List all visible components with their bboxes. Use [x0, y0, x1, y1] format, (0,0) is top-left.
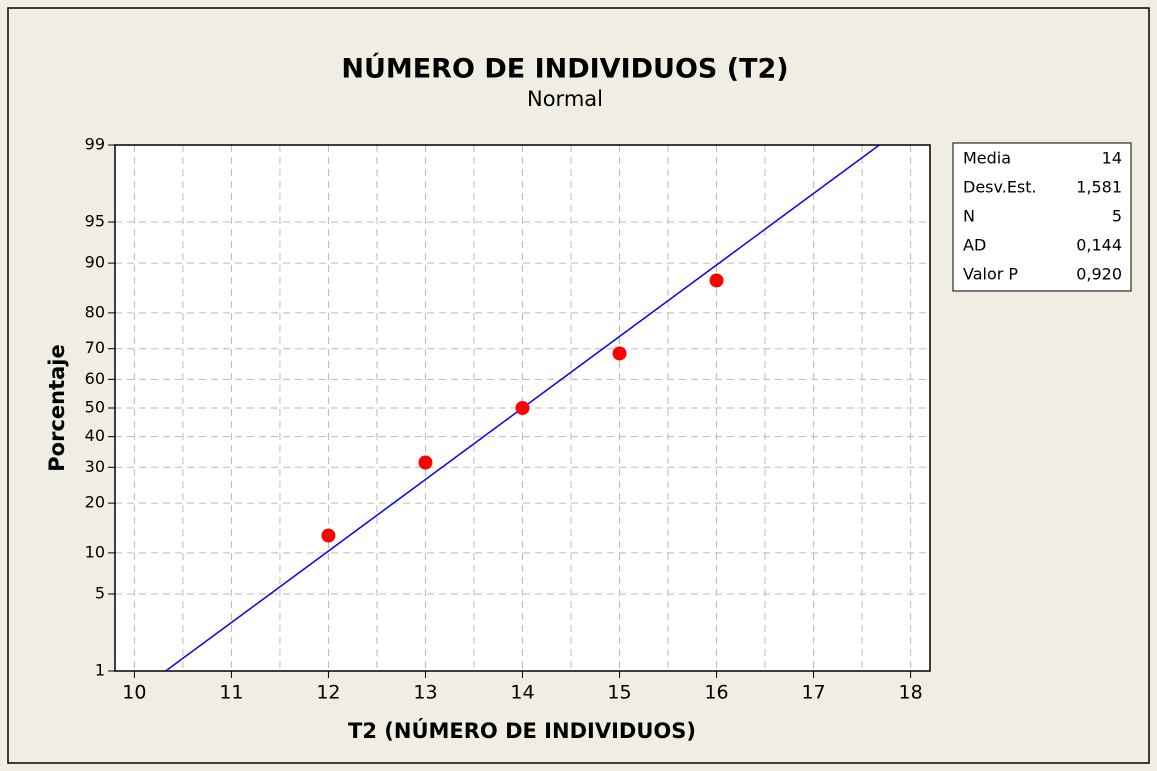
x-tick-label: 16 [704, 682, 728, 704]
chart-subtitle: Normal [527, 87, 603, 111]
y-tick-label: 20 [85, 493, 105, 512]
x-tick-label: 15 [607, 682, 631, 704]
stat-name: AD [963, 236, 986, 255]
x-tick-label: 17 [801, 682, 825, 704]
x-tick-label: 18 [899, 682, 923, 704]
point [321, 528, 336, 543]
y-tick-label: 10 [85, 542, 105, 561]
point [515, 401, 530, 415]
stat-name: Media [963, 149, 1011, 168]
stat-value: 0,920 [1076, 265, 1122, 284]
y-tick-label: 95 [85, 212, 105, 231]
y-tick-label: 80 [85, 302, 105, 321]
y-tick-label: 50 [85, 398, 105, 417]
x-tick-label: 11 [219, 682, 243, 704]
x-axis-label: T2 (NÚMERO DE INDIVIDUOS) [348, 718, 696, 743]
y-tick-label: 90 [85, 253, 105, 272]
point [709, 273, 724, 288]
y-tick-label: 30 [85, 457, 105, 476]
x-tick-label: 14 [510, 682, 534, 704]
stat-value: 14 [1102, 149, 1122, 168]
x-tick-label: 12 [316, 682, 340, 704]
y-tick-label: 40 [85, 426, 105, 445]
x-tick-label: 10 [122, 682, 146, 704]
stats-box [952, 142, 1132, 292]
stat-name: Valor P [963, 265, 1018, 284]
plot-border [114, 144, 931, 672]
stat-value: 5 [1112, 207, 1122, 226]
stat-name: Desv.Est. [963, 178, 1037, 197]
stat-value: 0,144 [1076, 236, 1122, 255]
y-tick-label: 5 [95, 583, 105, 602]
stat-name: N [963, 207, 975, 226]
y-axis-label: Porcentaje [45, 344, 69, 471]
chart-title: NÚMERO DE INDIVIDUOS (T2) [341, 53, 788, 85]
point [612, 346, 627, 361]
point [418, 455, 433, 470]
y-tick-label: 1 [95, 661, 105, 680]
stat-value: 1,581 [1076, 178, 1122, 197]
y-tick-label: 60 [85, 369, 105, 388]
y-tick-label: 99 [85, 135, 105, 154]
x-tick-label: 13 [413, 682, 437, 704]
y-tick-label: 70 [85, 338, 105, 357]
